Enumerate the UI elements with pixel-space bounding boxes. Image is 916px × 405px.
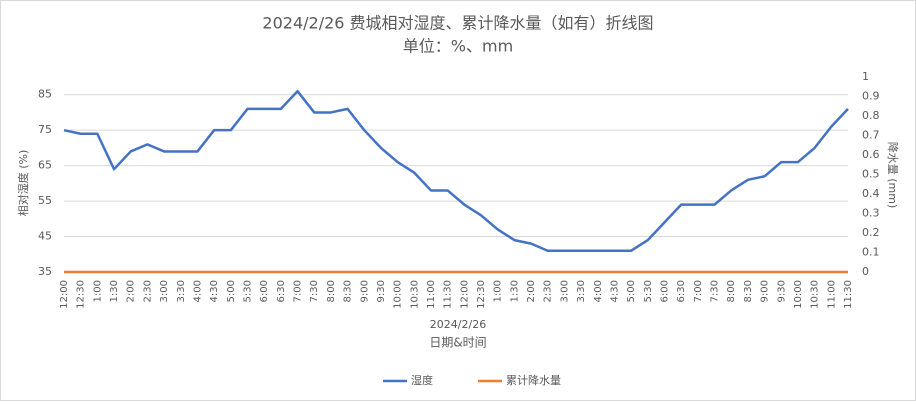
- x-tick-label: 1:00: [92, 280, 103, 302]
- x-tick-label: 7:30: [710, 280, 721, 302]
- x-tick-label: 3:00: [159, 280, 170, 302]
- y2-tick-label: 0.8: [862, 109, 880, 122]
- x-tick-label: 5:00: [226, 280, 237, 302]
- x-tick-label: 8:30: [343, 280, 354, 302]
- y-tick-label: 85: [38, 88, 52, 101]
- x-tick-label: 8:30: [743, 280, 754, 302]
- x-tick-label: 6:30: [276, 280, 287, 302]
- x-tick-label: 8:00: [326, 280, 337, 302]
- x-tick-label: 2:00: [526, 280, 537, 302]
- x-tick-label: 4:00: [593, 280, 604, 302]
- x-tick-label: 6:00: [259, 280, 270, 302]
- x-group-label: 2024/2/26: [430, 318, 486, 331]
- y-tick-label: 75: [38, 123, 52, 136]
- x-tick-label: 8:00: [726, 280, 737, 302]
- y2-tick-label: 0.2: [862, 226, 880, 239]
- x-tick-label: 12:00: [59, 280, 70, 309]
- x-tick-label: 6:30: [676, 280, 687, 302]
- y-tick-label: 35: [38, 265, 52, 278]
- x-tick-label: 2:30: [543, 280, 554, 302]
- x-tick-label: 11:30: [443, 280, 454, 309]
- x-tick-label: 9:00: [760, 280, 771, 302]
- x-tick-label: 2:00: [126, 280, 137, 302]
- x-tick-label: 5:00: [626, 280, 637, 302]
- x-tick-label: 3:30: [176, 280, 187, 302]
- y-axis-title: 相对湿度 (%): [16, 150, 30, 217]
- x-tick-label: 10:00: [793, 280, 804, 309]
- x-tick-label: 1:00: [493, 280, 504, 302]
- y-tick-label: 55: [38, 194, 52, 207]
- y2-axis-title: 降水量 (mm): [886, 142, 900, 209]
- y2-tick-label: 0.1: [862, 246, 880, 259]
- x-tick-label: 11:00: [426, 280, 437, 309]
- x-tick-label: 5:30: [242, 280, 253, 302]
- y2-tick-label: 0: [862, 265, 869, 278]
- y-tick-label: 45: [38, 230, 52, 243]
- legend-label: 累计降水量: [506, 373, 561, 387]
- y2-tick-label: 0.7: [862, 129, 880, 142]
- x-tick-label: 10:00: [393, 280, 404, 309]
- y2-tick-label: 0.3: [862, 207, 880, 220]
- x-tick-label: 3:00: [559, 280, 570, 302]
- x-tick-label: 10:30: [810, 280, 821, 309]
- y2-tick-label: 0.4: [862, 187, 880, 200]
- x-tick-label: 4:30: [609, 280, 620, 302]
- y-tick-label: 65: [38, 159, 52, 172]
- x-tick-label: 1:30: [109, 280, 120, 302]
- x-tick-label: 12:30: [476, 280, 487, 309]
- x-tick-label: 4:00: [192, 280, 203, 302]
- x-tick-label: 7:00: [293, 280, 304, 302]
- x-tick-label: 2:30: [142, 280, 153, 302]
- x-tick-label: 1:30: [509, 280, 520, 302]
- x-tick-label: 10:30: [409, 280, 420, 309]
- y2-tick-label: 0.9: [862, 90, 880, 103]
- x-tick-label: 9:30: [376, 280, 387, 302]
- chart-title: 2024/2/26 费城相对湿度、累计降水量（如有）折线图: [262, 14, 653, 33]
- line-series: [63, 89, 849, 252]
- x-tick-label: 7:30: [309, 280, 320, 302]
- x-tick-label: 12:30: [76, 280, 87, 309]
- y2-tick-label: 0.6: [862, 148, 880, 161]
- x-tick-label: 9:30: [776, 280, 787, 302]
- y2-tick-label: 0.5: [862, 168, 880, 181]
- x-tick-label: 7:00: [693, 280, 704, 302]
- x-tick-label: 5:30: [643, 280, 654, 302]
- x-tick-label: 11:30: [843, 280, 854, 309]
- x-tick-label: 9:00: [359, 280, 370, 302]
- chart-subtitle: 单位：%、mm: [403, 37, 513, 56]
- x-axis-title: 日期&时间: [429, 336, 486, 350]
- x-tick-label: 12:00: [459, 280, 470, 309]
- legend-label: 湿度: [411, 373, 433, 387]
- x-tick-label: 3:30: [576, 280, 587, 302]
- x-tick-label: 6:00: [660, 280, 671, 302]
- x-tick-label: 4:30: [209, 280, 220, 302]
- x-tick-label: 11:00: [826, 280, 837, 309]
- y2-tick-label: 1: [862, 70, 869, 83]
